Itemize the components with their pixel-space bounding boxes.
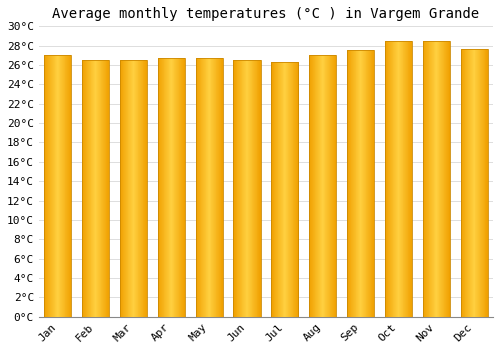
Bar xyxy=(271,62,298,317)
Bar xyxy=(460,49,488,317)
Bar xyxy=(158,58,185,317)
Bar xyxy=(44,55,72,317)
Bar xyxy=(196,58,223,317)
Bar xyxy=(347,50,374,317)
Title: Average monthly temperatures (°C ) in Vargem Grande: Average monthly temperatures (°C ) in Va… xyxy=(52,7,480,21)
Bar xyxy=(309,55,336,317)
Bar xyxy=(385,41,412,317)
Bar xyxy=(120,60,147,317)
Bar xyxy=(422,41,450,317)
Bar xyxy=(82,60,109,317)
Bar xyxy=(234,60,260,317)
